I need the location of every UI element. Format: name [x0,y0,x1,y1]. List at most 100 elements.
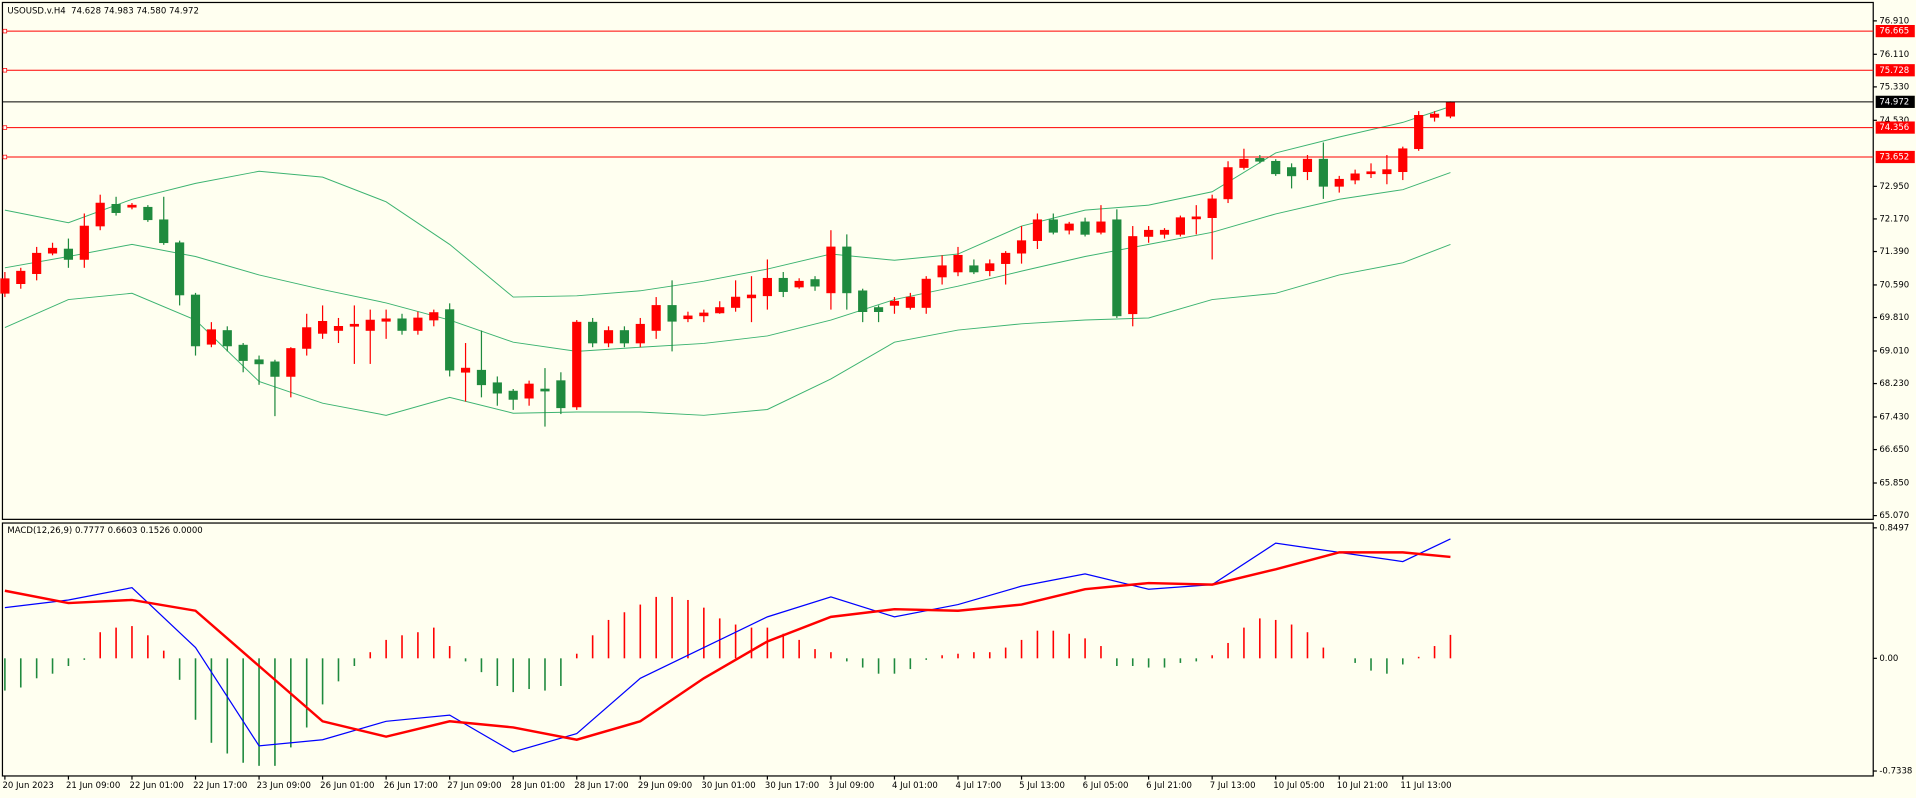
x-tick-label: 28 Jun 17:00 [574,781,628,791]
candle-body [1255,158,1265,162]
candle-body [175,242,185,296]
candle-body [1207,198,1217,218]
candle-body [921,278,931,308]
y-tick-label: 72.950 [1879,182,1909,192]
y-tick-label: 69.810 [1879,313,1909,323]
y-tick-label: 71.390 [1879,247,1909,257]
x-tick-label: 4 Jul 17:00 [956,781,1002,791]
y-tick-label: 76.110 [1879,50,1909,60]
candle-body [333,326,344,331]
candle-body [619,330,629,344]
x-tick-label: 26 Jun 01:00 [320,781,374,791]
candle-body [1414,114,1424,150]
candle-body [1271,160,1281,175]
candle-body [1048,219,1058,233]
candle-body [731,296,741,308]
price-level-tag [1875,64,1915,77]
candle-body [746,294,757,299]
y-tick-label: 75.330 [1879,82,1909,92]
x-tick-label: 27 Jun 09:00 [447,781,501,791]
x-tick-label: 22 Jun 17:00 [193,781,247,791]
price-level-tag [1875,121,1915,134]
candle-body [1429,113,1440,118]
candle-body [349,323,359,327]
candle-body [302,327,312,349]
macd-title: MACD(12,26,9) 0.7777 0.6603 0.1526 0.000… [7,526,202,536]
y-tick-label: 76.910 [1879,16,1909,26]
price-level-label: 75.728 [1879,66,1909,76]
price-level-label: 73.652 [1879,153,1909,163]
price-level-label: 74.356 [1879,123,1909,133]
candle-body [381,318,391,322]
candle-body [111,203,121,213]
x-tick-label: 11 Jul 13:00 [1400,781,1451,791]
candle-body [651,305,661,331]
candle-body [1445,101,1456,117]
x-tick-label: 4 Jul 01:00 [892,781,938,791]
x-tick-label: 20 Jun 2023 [2,781,53,791]
candle-body [1350,173,1360,181]
candle-body [1175,217,1185,235]
candle-body [270,361,280,377]
candle-body [508,390,518,400]
y-tick-label: 72.170 [1879,214,1909,224]
candle-body [460,367,471,373]
candle-body [1144,229,1154,237]
candle-body [1128,236,1138,315]
price-level-tag [1875,24,1915,38]
candle-body [47,247,58,254]
candle-body [635,323,645,344]
candle-body [985,263,995,272]
candle-body [1382,169,1392,175]
candle-body [95,202,105,227]
candle-body [1112,219,1122,317]
candle-body [445,309,455,371]
candle-body [1398,148,1408,173]
last-price-label: 74.972 [1879,97,1909,107]
candle-body [476,369,487,386]
y-tick-label: 74.530 [1879,116,1909,126]
price-level-handle [2,125,8,130]
candle-body [127,204,137,208]
y-tick-label: 65.850 [1879,479,1909,489]
candle-body [572,321,582,408]
candle-body [1080,221,1090,235]
candle-body [1016,240,1027,254]
candle-body [1302,158,1313,173]
candle-body [699,312,709,317]
candle-body [1366,171,1376,175]
candle-body [0,278,10,294]
candle-body [318,320,328,334]
candle-body [762,277,772,297]
bollinger-upper [4,106,1451,298]
candle-body [254,359,264,365]
candle-body [159,219,169,244]
candle-body [79,225,89,260]
candle-body [1318,158,1328,187]
candle-body [588,321,598,344]
chart-title: USOUSD.v.H4 74.628 74.983 74.580 74.972 [7,7,199,17]
candle-body [873,307,884,312]
x-tick-label: 28 Jun 01:00 [511,781,565,791]
candle-body [794,280,804,288]
y-tick-label: 66.650 [1879,445,1909,455]
price-level-handle [2,154,8,160]
x-tick-label: 5 Jul 13:00 [1019,781,1065,791]
candle-body [1334,178,1344,187]
candle-body [540,388,550,392]
y-tick-label: 70.590 [1879,280,1909,290]
candle-body [953,254,963,273]
main-panel-frame [1,1,1874,520]
last-price-tag [1875,95,1915,108]
x-tick-label: 26 Jun 17:00 [384,781,438,791]
x-tick-label: 7 Jul 13:00 [1210,781,1256,791]
candle-body [1239,158,1249,168]
candle-body [1287,167,1297,177]
x-tick-label: 30 Jun 17:00 [765,781,819,791]
y-tick-label: 0.8497 [1879,523,1909,533]
candle-body [715,307,725,314]
candle-body [826,246,836,294]
macd-line [4,551,1451,741]
x-tick-label: 21 Jun 09:00 [66,781,120,791]
